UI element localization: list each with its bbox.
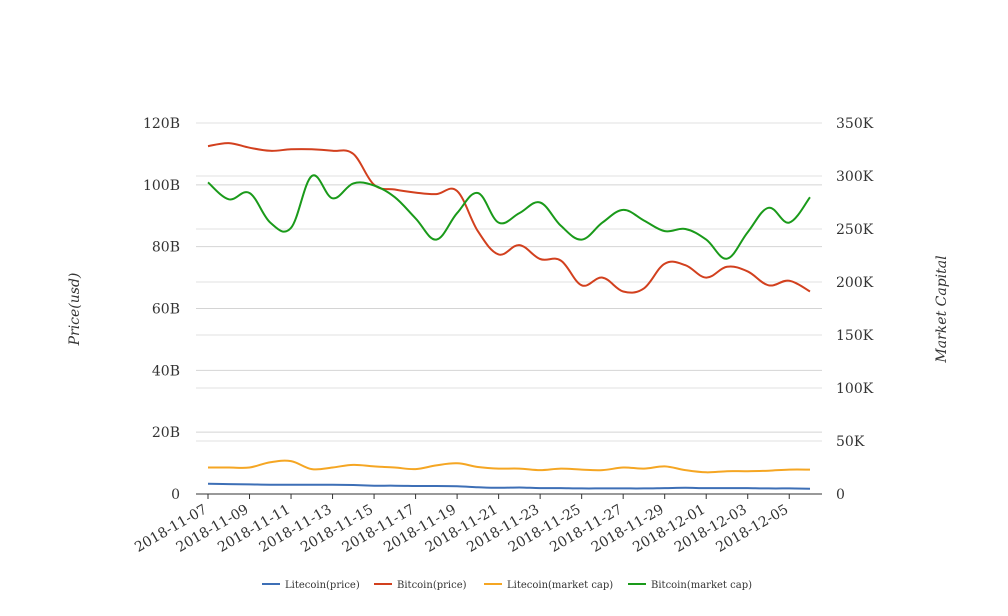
left-tick-label: 60B (152, 302, 180, 318)
right-tick-label: 200K (836, 275, 874, 291)
left-tick-label: 20B (152, 425, 180, 441)
left-tick-label: 0 (171, 487, 180, 503)
legend-label: Bitcoin(market cap) (651, 580, 752, 591)
right-tick-label: 250K (836, 222, 874, 238)
grid-lines (196, 122, 822, 442)
right-axis-ticks: 0 50K 100K 150K 200K 250K 300K 350K (836, 116, 874, 503)
series-line-litecoin-market-cap (208, 459, 811, 474)
legend-label: Litecoin(market cap) (507, 580, 613, 591)
right-tick-label: 300K (836, 169, 874, 185)
legend: Litecoin(price) Bitcoin(price) Litecoin(ma… (262, 580, 752, 591)
series-line-litecoin-price (207, 482, 811, 490)
right-tick-label: 350K (836, 116, 874, 132)
right-tick-label: 0 (836, 487, 845, 503)
legend-label: Bitcoin(price) (397, 580, 467, 591)
left-tick-label: 120B (143, 116, 180, 132)
series-line-bitcoin-price (207, 142, 811, 294)
left-tick-label: 100B (143, 178, 180, 194)
left-tick-label: 80B (152, 240, 180, 256)
right-tick-label: 150K (836, 328, 874, 344)
left-tick-label: 40B (152, 363, 180, 379)
series-line-bitcoin-market-cap (207, 174, 811, 260)
right-tick-label: 100K (836, 381, 874, 397)
left-axis-ticks: 0 20B 40B 60B 80B 100B 120B (143, 116, 180, 503)
right-tick-label: 50K (836, 434, 865, 450)
x-axis-ticks: 2018-11-072018-11-092018-11-112018-11-13… (132, 494, 791, 556)
left-axis-title: Price(usd) (67, 273, 83, 347)
legend-label: Litecoin(price) (285, 580, 360, 591)
right-axis-title: Market Capital (934, 255, 950, 363)
series-lines (207, 142, 811, 490)
